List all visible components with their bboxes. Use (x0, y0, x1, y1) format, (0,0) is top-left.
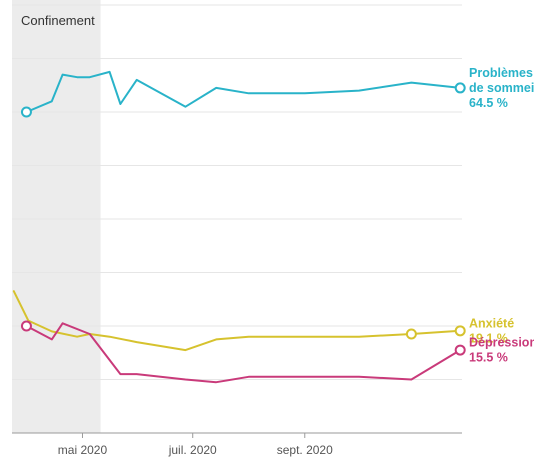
series-2-name-label: Dépression (469, 336, 534, 350)
x-tick-label: mai 2020 (58, 443, 108, 457)
series-0-name-label: Problèmes (469, 66, 533, 80)
confinement-label: Confinement (21, 13, 95, 28)
series-line-0 (25, 70, 462, 113)
x-tick-label: juil. 2020 (168, 443, 217, 457)
series-1-point-marker (454, 325, 466, 337)
series-2-value-label: 15.5 % (469, 351, 508, 365)
confinement-shade (12, 0, 101, 433)
series-0-name-label: de sommeil (469, 81, 534, 95)
series-1-value-label: 19.1 % (469, 331, 508, 345)
series-0-point-marker (454, 82, 466, 94)
x-tick-label: sept. 2020 (277, 443, 333, 457)
series-line-2 (25, 322, 462, 384)
series-2-point-marker (454, 344, 466, 356)
series-0-value-label: 64.5 % (469, 96, 508, 110)
series-2-point-marker (20, 320, 32, 332)
series-0-point-marker (20, 106, 32, 118)
series-1-point-marker (405, 328, 417, 340)
series-1-name-label: Anxiété (469, 316, 514, 330)
